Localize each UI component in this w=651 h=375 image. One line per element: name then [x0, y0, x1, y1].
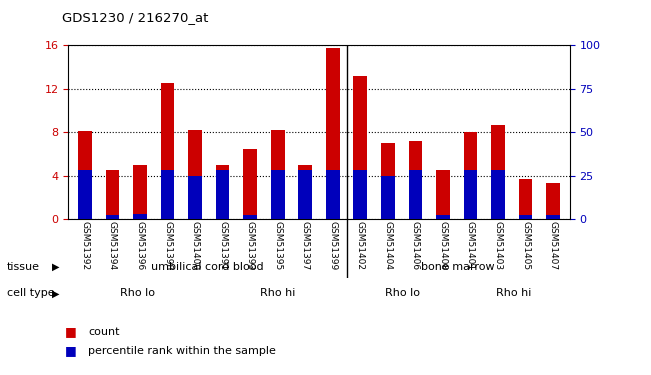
Text: Rho hi: Rho hi	[260, 288, 295, 298]
Text: GSM51397: GSM51397	[301, 221, 310, 270]
Text: GSM51398: GSM51398	[163, 221, 172, 270]
Bar	[436, 170, 450, 219]
Text: GSM51408: GSM51408	[438, 221, 447, 270]
Text: GSM51406: GSM51406	[411, 221, 420, 270]
Bar	[215, 165, 229, 219]
Bar	[409, 170, 422, 219]
Text: Rho lo: Rho lo	[120, 288, 156, 298]
Bar	[436, 215, 450, 219]
Text: ■: ■	[65, 326, 77, 338]
Bar	[353, 170, 367, 219]
Bar	[546, 215, 560, 219]
Text: ▶: ▶	[51, 288, 59, 298]
Bar	[298, 170, 312, 219]
Text: percentile rank within the sample: percentile rank within the sample	[88, 346, 276, 355]
Text: GDS1230 / 216270_at: GDS1230 / 216270_at	[62, 11, 208, 24]
Bar	[271, 170, 284, 219]
Text: GSM51400: GSM51400	[191, 221, 200, 270]
Text: GSM51407: GSM51407	[549, 221, 558, 270]
Text: cell type: cell type	[7, 288, 54, 298]
Text: GSM51396: GSM51396	[135, 221, 145, 270]
Bar	[188, 176, 202, 219]
Bar	[464, 170, 477, 219]
Bar	[353, 75, 367, 219]
Text: ■: ■	[65, 344, 77, 357]
Text: GSM51395: GSM51395	[273, 221, 282, 270]
Bar	[271, 130, 284, 219]
Bar	[188, 130, 202, 219]
Bar	[326, 170, 340, 219]
Text: GSM51391: GSM51391	[218, 221, 227, 270]
Bar	[105, 215, 119, 219]
Text: bone marrow: bone marrow	[421, 262, 495, 272]
Bar	[491, 124, 505, 219]
Text: GSM51392: GSM51392	[80, 221, 89, 270]
Text: GSM51394: GSM51394	[108, 221, 117, 270]
Bar	[105, 170, 119, 219]
Text: Rho hi: Rho hi	[496, 288, 532, 298]
Text: GSM51404: GSM51404	[383, 221, 393, 270]
Bar	[546, 183, 560, 219]
Bar	[243, 215, 257, 219]
Text: GSM51402: GSM51402	[356, 221, 365, 270]
Text: ▶: ▶	[51, 262, 59, 272]
Bar	[381, 176, 395, 219]
Text: GSM51399: GSM51399	[328, 221, 337, 270]
Text: GSM51393: GSM51393	[245, 221, 255, 270]
Text: GSM51401: GSM51401	[466, 221, 475, 270]
Bar	[133, 165, 147, 219]
Bar	[326, 48, 340, 219]
Text: umbilical cord blood: umbilical cord blood	[151, 262, 264, 272]
Bar	[519, 179, 533, 219]
Text: Rho lo: Rho lo	[385, 288, 420, 298]
Bar	[243, 148, 257, 219]
Text: tissue: tissue	[7, 262, 40, 272]
Text: GSM51403: GSM51403	[493, 221, 503, 270]
Bar	[78, 131, 92, 219]
Bar	[78, 170, 92, 219]
Bar	[519, 215, 533, 219]
Bar	[215, 170, 229, 219]
Bar	[161, 170, 174, 219]
Bar	[161, 83, 174, 219]
Bar	[298, 165, 312, 219]
Bar	[409, 141, 422, 219]
Bar	[133, 214, 147, 219]
Bar	[381, 143, 395, 219]
Bar	[464, 132, 477, 219]
Text: count: count	[88, 327, 119, 337]
Text: GSM51405: GSM51405	[521, 221, 530, 270]
Bar	[491, 170, 505, 219]
